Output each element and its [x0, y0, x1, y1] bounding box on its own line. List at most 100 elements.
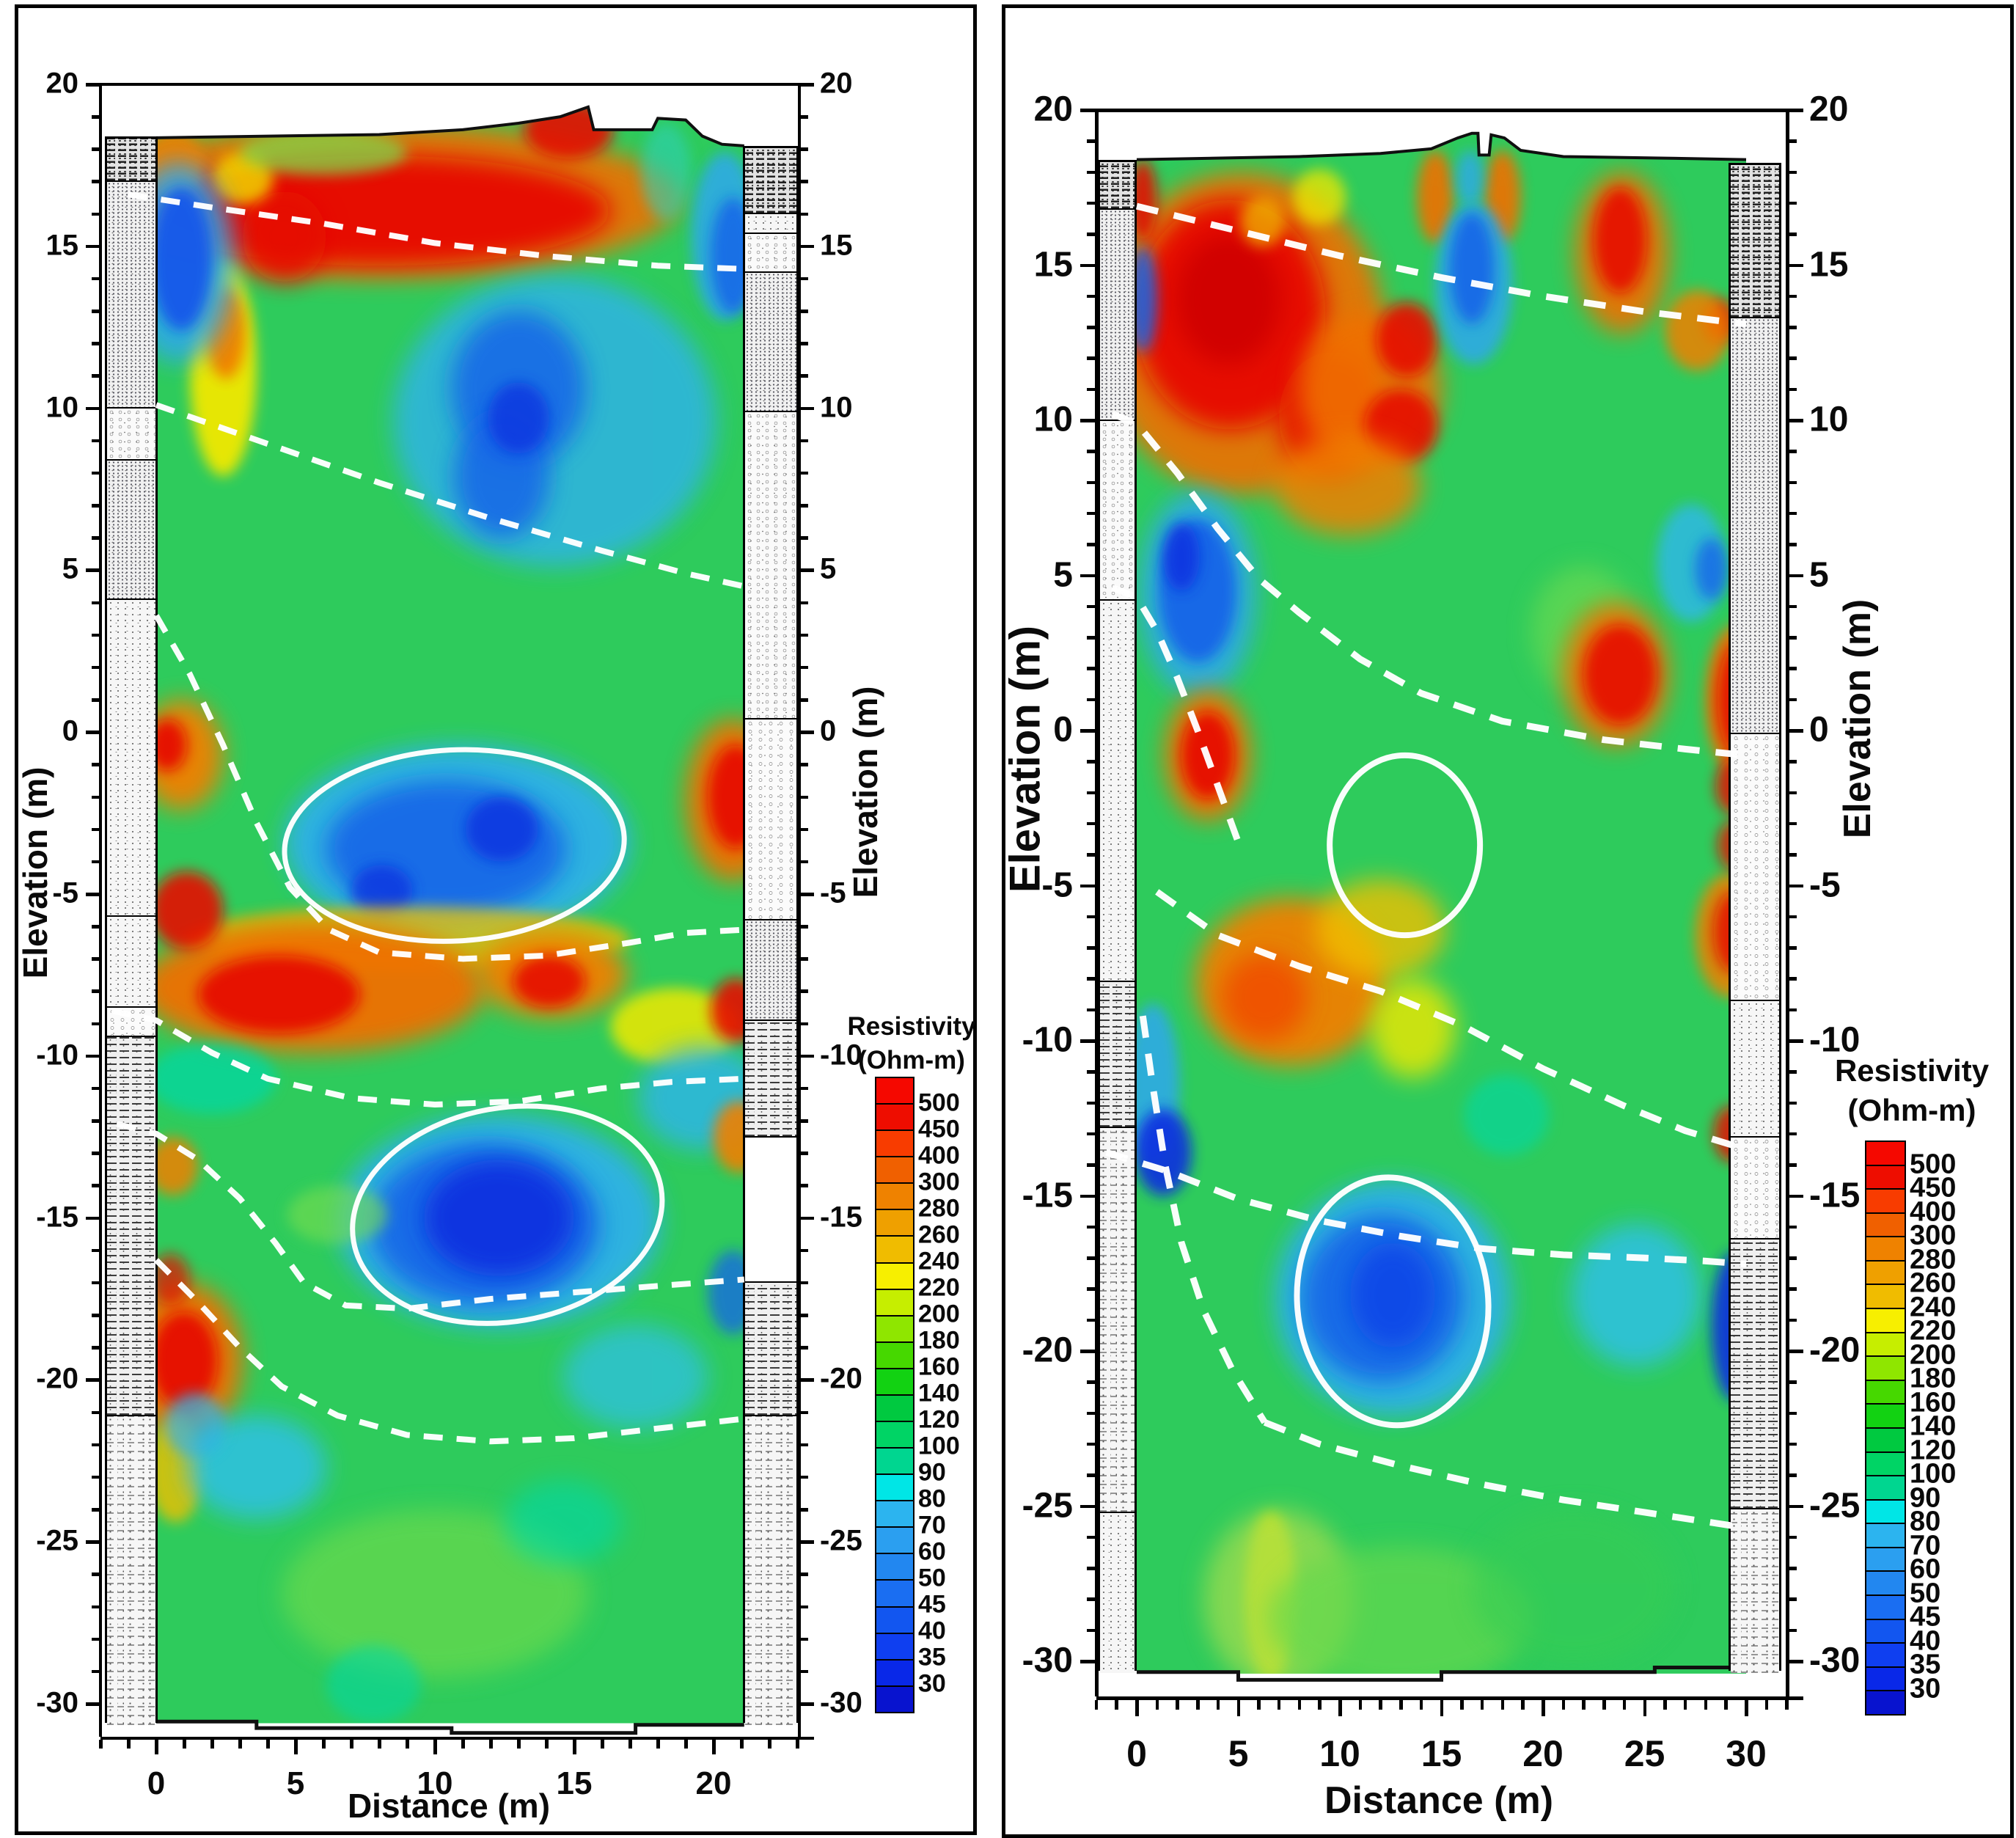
y-axis-tick: [1787, 387, 1797, 392]
y-axis-tick: [799, 1605, 808, 1609]
y-axis-tick: [1787, 729, 1803, 733]
borehole-lithology-segment: [107, 180, 155, 408]
colorbar-cell: [1866, 1331, 1905, 1356]
y-axis-tick: [1087, 1628, 1096, 1633]
borehole-lithology-segment: [107, 138, 155, 181]
colorbar-tick-label: 45: [918, 1590, 946, 1619]
right-panel-x-axis: [1096, 1696, 1803, 1700]
resistivity-anomaly: [1175, 234, 1281, 365]
y-axis-tick: [1087, 1318, 1096, 1322]
y-axis-tick: [1087, 480, 1096, 485]
x-axis-tick-label: 10: [1319, 1733, 1360, 1774]
interpretation-dashed-boundary: [1139, 1015, 1268, 1424]
colorbar-tick-label: 80: [1910, 1506, 1941, 1537]
y-axis-tick: [92, 471, 100, 475]
y-axis-tick: [1087, 915, 1096, 919]
borehole-lithology-segment: [1731, 164, 1779, 318]
y-axis-tick-label: 0: [820, 714, 837, 747]
right-panel-y-axis-left: [1094, 110, 1099, 1696]
resistivity-anomaly: [1137, 246, 1157, 352]
y-axis-tick-label: 5: [820, 552, 837, 585]
y-axis-tick: [1087, 1163, 1096, 1167]
x-axis-tick: [1115, 1700, 1118, 1710]
y-axis-tick: [92, 827, 100, 832]
left-panel-top-line: [100, 83, 799, 86]
resistivity-anomaly: [465, 797, 538, 862]
x-axis-tick: [294, 1740, 298, 1754]
x-axis-tick: [573, 1740, 576, 1754]
x-axis-tick: [1582, 1700, 1586, 1710]
colorbar-tick-label: 90: [918, 1458, 946, 1487]
y-axis-tick: [799, 1184, 808, 1187]
y-axis-tick: [1787, 1039, 1803, 1043]
y-axis-tick: [92, 212, 100, 216]
colorbar-tick-label: 100: [918, 1432, 960, 1460]
y-axis-tick: [1087, 760, 1096, 764]
y-axis-tick-label: 15: [1809, 244, 1849, 284]
y-axis-tick: [799, 406, 814, 411]
y-axis-tick: [92, 374, 100, 378]
y-axis-tick: [1080, 1660, 1096, 1663]
colorbar-tick-label: 280: [918, 1194, 960, 1223]
y-axis-tick-label: 5: [1809, 554, 1829, 594]
borehole-lithology-segment: [1731, 317, 1779, 733]
borehole-lithology-segment: [1100, 161, 1135, 209]
y-axis-tick-label: -15: [820, 1201, 862, 1234]
y-axis-tick: [92, 147, 100, 151]
x-axis-tick-label: 30: [1726, 1733, 1767, 1774]
y-axis-tick: [92, 1346, 100, 1350]
y-axis-tick: [1080, 419, 1096, 422]
colorbar-tick-label: 240: [918, 1247, 960, 1275]
x-axis-tick: [1521, 1700, 1525, 1710]
resistivity-anomaly: [1583, 625, 1657, 725]
interpretation-dashed-boundary: [153, 614, 745, 962]
y-axis-tick-label: 0: [62, 714, 78, 747]
colorbar-cell: [876, 1473, 913, 1501]
x-axis-tick: [1460, 1700, 1464, 1710]
right-panel-ground-surface-line: [1136, 131, 1747, 161]
y-axis-tick: [799, 439, 808, 443]
x-axis-tick: [796, 1740, 799, 1749]
x-axis-tick: [1704, 1700, 1708, 1710]
y-axis-tick: [799, 1314, 808, 1317]
colorbar-cell: [876, 1421, 913, 1448]
y-axis-tick-label: 0: [1809, 710, 1829, 750]
resistivity-anomaly: [1370, 978, 1456, 1078]
left-panel-left-elevation-axis-title: Elevation (m): [16, 766, 54, 979]
y-axis-tick: [1087, 387, 1096, 392]
y-axis-tick-label: -25: [36, 1524, 78, 1557]
y-axis-tick: [799, 471, 808, 475]
colorbar-cell: [876, 1579, 913, 1606]
colorbar-tick-label: 50: [1910, 1578, 1941, 1608]
y-axis-tick: [1787, 480, 1797, 485]
colorbar-cell: [876, 1341, 913, 1368]
y-axis-tick: [1787, 604, 1797, 609]
colorbar-tick-label: 450: [918, 1115, 960, 1143]
y-axis-tick: [1087, 1442, 1096, 1446]
y-axis-tick-label: -5: [52, 876, 78, 909]
right-panel-colorbar-units: (Ohm-m): [1847, 1093, 1976, 1127]
y-axis-tick: [799, 212, 808, 216]
y-axis-tick: [1787, 1535, 1797, 1539]
left-panel-borehole-column-right: [743, 145, 799, 1726]
left-panel-ground-surface-line: [155, 105, 744, 147]
colorbar-tick-label: 200: [1910, 1339, 1957, 1370]
y-axis-tick-label: 10: [1809, 400, 1849, 439]
resistivity-anomaly: [1463, 1074, 1550, 1156]
colorbar-tick-label: 280: [1910, 1244, 1957, 1275]
resistivity-anomaly: [1376, 302, 1437, 377]
y-axis-tick: [799, 1572, 808, 1576]
colorbar-cell: [1866, 1475, 1905, 1499]
y-axis-tick: [1787, 1660, 1803, 1663]
y-axis-tick: [1787, 356, 1797, 360]
y-axis-tick: [1787, 1132, 1797, 1136]
colorbar-cell: [876, 1447, 913, 1474]
y-axis-tick: [799, 1346, 808, 1350]
y-axis-tick: [92, 860, 100, 864]
y-axis-tick: [1787, 1163, 1797, 1167]
left-panel-colorbar-units: (Ohm-m): [858, 1046, 965, 1074]
x-axis-tick: [1663, 1700, 1667, 1710]
y-axis-tick: [1787, 821, 1797, 826]
colorbar-cell: [1866, 1212, 1905, 1237]
y-axis-tick-label: 10: [45, 391, 79, 424]
